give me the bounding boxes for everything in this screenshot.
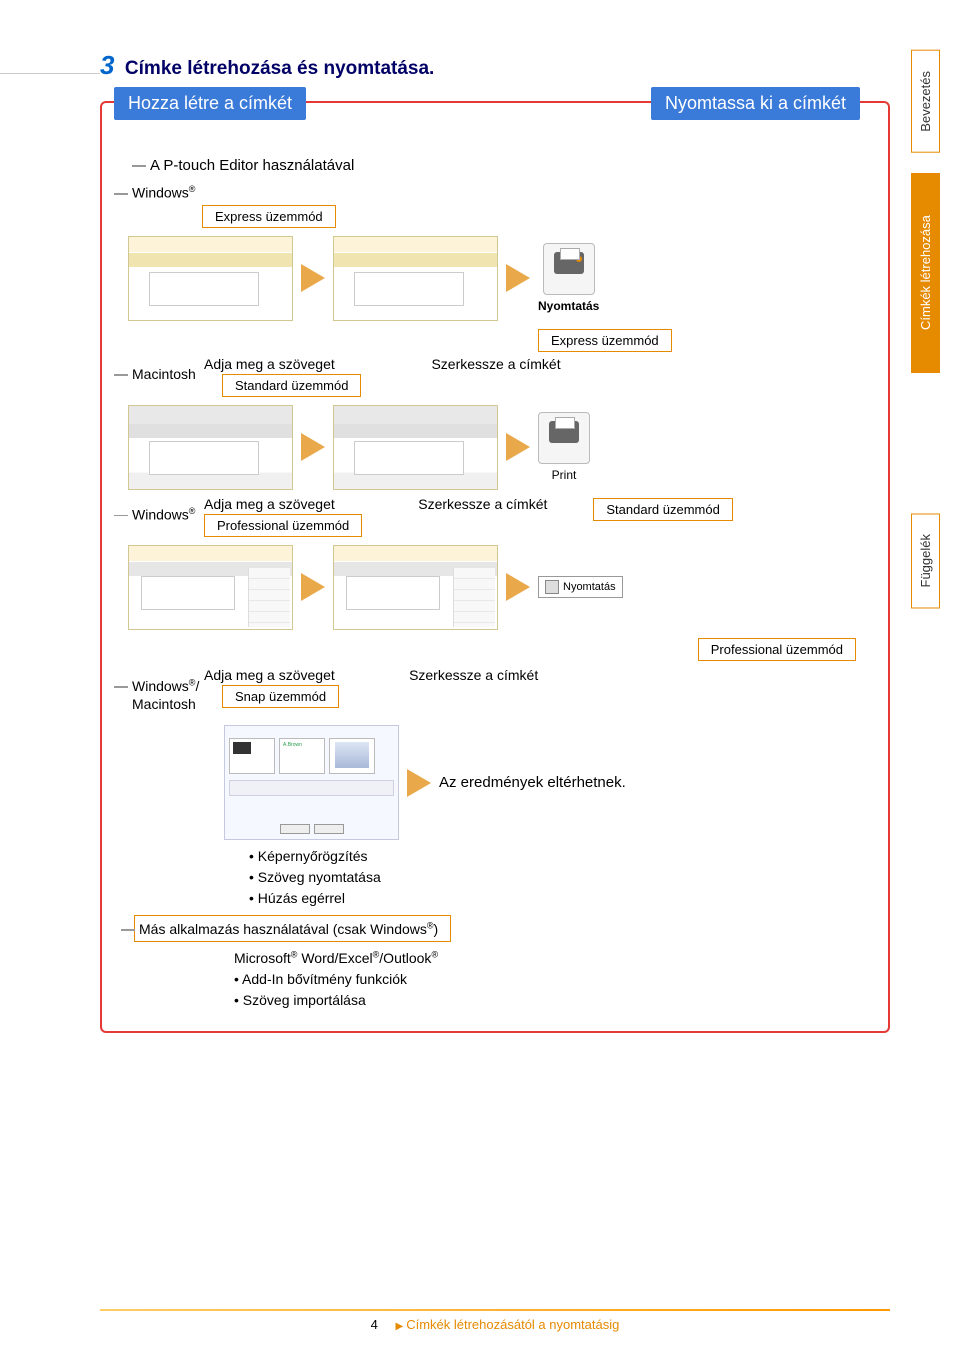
print-icon <box>538 412 590 464</box>
mode-professional: Professional üzemmód <box>204 514 362 537</box>
other-apps-box: Más alkalmazás használatával (csak Windo… <box>134 915 451 942</box>
snap-row: A.Brown Az eredmények eltérhetnek. <box>224 725 876 840</box>
os-macintosh: Macintosh <box>114 366 204 382</box>
snap-dialog: A.Brown <box>224 725 399 840</box>
step-number: 3 <box>100 50 114 81</box>
print-icon <box>543 243 595 295</box>
os-winmac: Windows®/Macintosh <box>114 677 204 713</box>
mode-express: Express üzemmód <box>202 205 336 228</box>
screenshot-standard-1 <box>128 405 293 490</box>
arrow-icon <box>301 433 325 461</box>
snap-bullets: • Képernyőrögzítés • Szöveg nyomtatása •… <box>249 846 876 909</box>
edit-label-1: Szerkessze a címkét <box>431 356 560 372</box>
arrow-icon <box>506 573 530 601</box>
page-number: 4 <box>371 1317 378 1332</box>
print-button: Nyomtatás <box>538 576 623 598</box>
screenshot-express-1 <box>128 236 293 321</box>
mode-standard: Standard üzemmód <box>222 374 361 397</box>
tab-intro[interactable]: Bevezetés <box>911 50 940 153</box>
edit-label-3: Szerkessze a címkét <box>409 667 538 683</box>
os-windows-2: Windows® <box>114 506 204 523</box>
tab-appendix[interactable]: Függelék <box>911 513 940 608</box>
mode-standard-result: Standard üzemmód <box>593 498 732 521</box>
print-caption-print: Print <box>552 468 577 482</box>
enter-text-label-2: Adja meg a szöveget <box>204 496 362 512</box>
arrow-icon <box>506 264 530 292</box>
edit-label-2: Szerkessze a címkét <box>418 496 547 512</box>
footer-breadcrumb: Címkék létrehozásától a nyomtatásig <box>406 1317 619 1332</box>
enter-text-label-3: Adja meg a szöveget <box>204 667 339 683</box>
screenshot-standard-2 <box>333 405 498 490</box>
triangle-icon: ▶ <box>396 1321 404 1332</box>
enter-text-label: Adja meg a szöveget <box>204 356 361 372</box>
workflow-box: Hozza létre a címkét Nyomtassa ki a címk… <box>100 101 890 1033</box>
screenshot-express-2 <box>333 236 498 321</box>
arrow-icon <box>301 573 325 601</box>
ptouch-label: A P-touch Editor használatával <box>132 157 876 174</box>
express-row: Nyomtatás <box>128 236 876 321</box>
print-caption-nyomtatas: Nyomtatás <box>538 299 599 313</box>
ms-line: Microsoft® Word/Excel®/Outlook® • Add-In… <box>234 948 876 1011</box>
screenshot-pro-2 <box>333 545 498 630</box>
banner-create: Hozza létre a címkét <box>114 87 306 120</box>
footer: 4 ▶Címkék létrehozásától a nyomtatásig <box>100 1309 890 1332</box>
mode-snap: Snap üzemmód <box>222 685 339 708</box>
arrow-icon <box>407 769 431 797</box>
arrow-icon <box>506 433 530 461</box>
professional-row: Nyomtatás <box>128 545 876 630</box>
page-title: Címke létrehozása és nyomtatása. <box>125 58 434 79</box>
standard-row: Print <box>128 405 876 490</box>
banner-print: Nyomtassa ki a címkét <box>651 87 860 120</box>
mode-professional-result: Professional üzemmód <box>698 638 856 661</box>
mode-express-result: Express üzemmód <box>538 329 672 352</box>
side-tabs: Bevezetés Címkék létrehozása Függelék <box>911 50 940 608</box>
results-vary: Az eredmények eltérhetnek. <box>439 774 626 791</box>
tab-create[interactable]: Címkék létrehozása <box>911 173 940 373</box>
screenshot-pro-1 <box>128 545 293 630</box>
os-windows-1: Windows® <box>114 184 876 201</box>
arrow-icon <box>301 264 325 292</box>
